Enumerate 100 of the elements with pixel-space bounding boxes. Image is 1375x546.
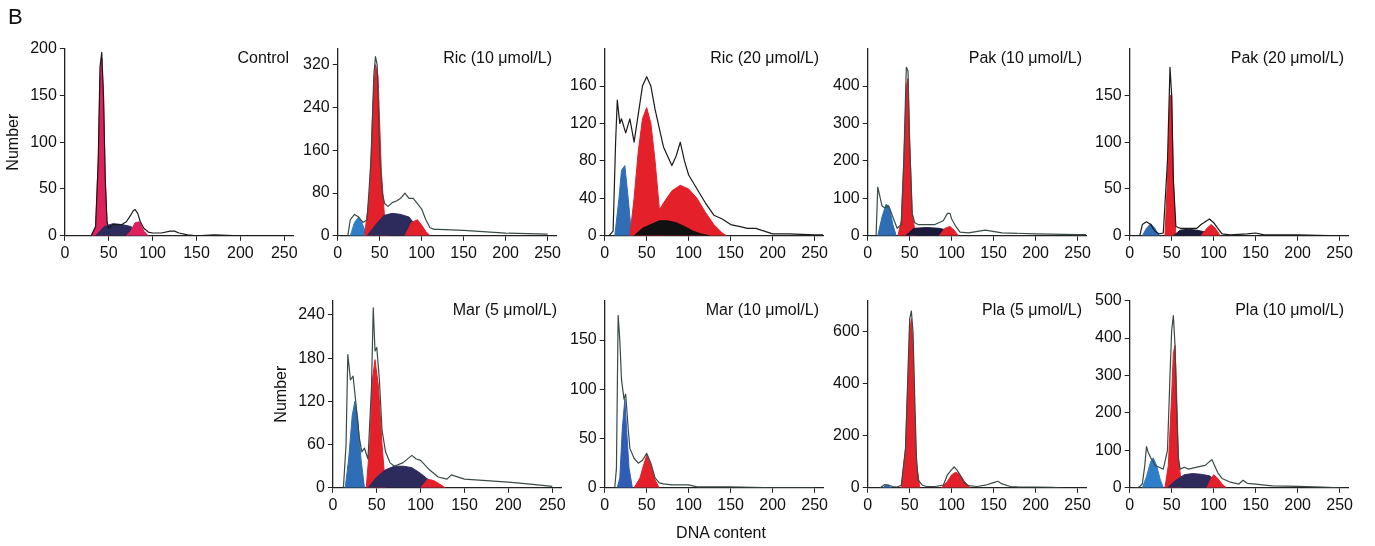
y-tick-label: 160 bbox=[569, 76, 597, 94]
x-tick-label: 150 bbox=[183, 243, 210, 261]
x-tick-label: 150 bbox=[717, 243, 745, 261]
y-tick-label: 50 bbox=[1103, 179, 1122, 197]
x-tick-label: 50 bbox=[900, 243, 919, 261]
x-tick-label: 200 bbox=[1284, 243, 1312, 261]
x-tick-label: 150 bbox=[717, 495, 745, 513]
y-tick-label: 300 bbox=[832, 113, 860, 131]
y-tick-label: 240 bbox=[298, 305, 325, 323]
x-tick-label: 0 bbox=[1125, 495, 1135, 513]
x-tick-label: 50 bbox=[637, 495, 656, 513]
x-tick-label: 250 bbox=[1064, 495, 1092, 513]
x-tick-label: 150 bbox=[451, 495, 478, 513]
y-tick-label: 0 bbox=[1112, 226, 1122, 244]
x-tick-label: 100 bbox=[1200, 243, 1228, 261]
x-tick-label: 0 bbox=[1125, 243, 1135, 261]
chart-title: Ric (10 μmol/L) bbox=[443, 49, 552, 67]
x-tick-label: 150 bbox=[1242, 495, 1270, 513]
y-tick-label: 120 bbox=[569, 113, 597, 131]
x-tick-label: 0 bbox=[600, 243, 610, 261]
y-tick-label: 200 bbox=[30, 39, 57, 57]
chart-title: Ric (20 μmol/L) bbox=[710, 49, 819, 67]
y-tick-label: 0 bbox=[587, 226, 597, 244]
x-tick-label: 50 bbox=[1162, 243, 1181, 261]
x-tick-label: 250 bbox=[801, 495, 829, 513]
y-tick-label: 40 bbox=[578, 188, 597, 206]
y-tick-label: 240 bbox=[302, 97, 330, 115]
y-tick-label: 300 bbox=[1094, 365, 1122, 383]
x-tick-label: 250 bbox=[1326, 243, 1354, 261]
x-tick-label: 200 bbox=[495, 495, 522, 513]
chart-title: Mar (10 μmol/L) bbox=[705, 301, 819, 319]
x-tick-label: 0 bbox=[333, 243, 343, 261]
x-tick-label: 200 bbox=[1022, 495, 1050, 513]
y-tick-label: 200 bbox=[832, 151, 860, 169]
y-tick-label: 80 bbox=[578, 151, 597, 169]
y-tick-label: 0 bbox=[320, 226, 330, 244]
x-tick-label: 250 bbox=[538, 495, 566, 513]
x-tick-label: 200 bbox=[1022, 243, 1050, 261]
y-axis-title: Number bbox=[4, 113, 22, 171]
y-tick-label: 600 bbox=[832, 322, 860, 340]
x-tick-label: 100 bbox=[675, 243, 703, 261]
y-tick-label: 150 bbox=[30, 85, 57, 103]
x-tick-label: 50 bbox=[367, 495, 386, 513]
y-tick-label: 0 bbox=[47, 226, 57, 244]
x-tick-label: 100 bbox=[407, 495, 435, 513]
x-tick-label: 200 bbox=[1284, 495, 1312, 513]
y-tick-label: 400 bbox=[832, 374, 860, 392]
x-tick-label: 150 bbox=[1242, 243, 1270, 261]
x-tick-label: 150 bbox=[450, 243, 478, 261]
x-tick-label: 50 bbox=[99, 243, 118, 261]
chart-title: Pla (5 μmol/L) bbox=[982, 301, 1082, 319]
y-tick-label: 320 bbox=[302, 55, 330, 73]
y-tick-label: 0 bbox=[1112, 478, 1122, 496]
x-tick-label: 250 bbox=[1064, 243, 1092, 261]
x-tick-label: 0 bbox=[600, 495, 610, 513]
y-tick-label: 100 bbox=[1094, 440, 1122, 458]
y-tick-label: 100 bbox=[569, 379, 597, 397]
chart-title: Pak (10 μmol/L) bbox=[968, 49, 1082, 67]
chart-title: Control bbox=[237, 49, 289, 67]
y-axis-title: Number bbox=[272, 365, 290, 423]
y-tick-label: 100 bbox=[1094, 132, 1122, 150]
x-tick-label: 200 bbox=[227, 243, 254, 261]
x-tick-label: 150 bbox=[980, 495, 1008, 513]
y-tick-label: 50 bbox=[39, 179, 57, 197]
y-tick-label: 80 bbox=[311, 183, 330, 201]
x-tick-label: 100 bbox=[938, 495, 966, 513]
x-tick-label: 50 bbox=[900, 495, 919, 513]
y-tick-label: 150 bbox=[1094, 85, 1122, 103]
x-tick-label: 200 bbox=[492, 243, 520, 261]
y-tick-label: 200 bbox=[1094, 403, 1122, 421]
chart-title: Pak (20 μmol/L) bbox=[1230, 49, 1344, 67]
y-tick-label: 100 bbox=[30, 132, 57, 150]
y-tick-label: 0 bbox=[850, 226, 860, 244]
y-tick-label: 100 bbox=[832, 188, 860, 206]
y-tick-label: 180 bbox=[298, 348, 325, 366]
y-tick-label: 60 bbox=[307, 435, 325, 453]
x-axis-title: DNA content bbox=[676, 524, 766, 542]
text: B bbox=[8, 4, 23, 30]
y-tick-label: 400 bbox=[832, 76, 860, 94]
y-tick-label: 0 bbox=[587, 478, 597, 496]
y-tick-label: 160 bbox=[302, 140, 330, 158]
x-tick-label: 100 bbox=[408, 243, 436, 261]
x-tick-label: 0 bbox=[863, 495, 873, 513]
x-tick-label: 150 bbox=[980, 243, 1008, 261]
x-tick-label: 50 bbox=[637, 243, 656, 261]
y-tick-label: 500 bbox=[1094, 291, 1122, 309]
x-tick-label: 200 bbox=[759, 495, 787, 513]
y-tick-label: 50 bbox=[578, 428, 597, 446]
x-tick-label: 100 bbox=[1200, 495, 1228, 513]
y-tick-label: 200 bbox=[832, 426, 860, 444]
chart-title: Pla (10 μmol/L) bbox=[1235, 301, 1344, 319]
chart-title: Mar (5 μmol/L) bbox=[452, 301, 557, 319]
y-tick-label: 120 bbox=[298, 391, 325, 409]
x-tick-label: 100 bbox=[675, 495, 703, 513]
x-tick-label: 200 bbox=[759, 243, 787, 261]
x-tick-label: 250 bbox=[270, 243, 298, 261]
y-tick-label: 150 bbox=[569, 330, 597, 348]
y-tick-label: 0 bbox=[315, 478, 325, 496]
x-tick-label: 50 bbox=[1162, 495, 1181, 513]
x-tick-label: 50 bbox=[370, 243, 389, 261]
